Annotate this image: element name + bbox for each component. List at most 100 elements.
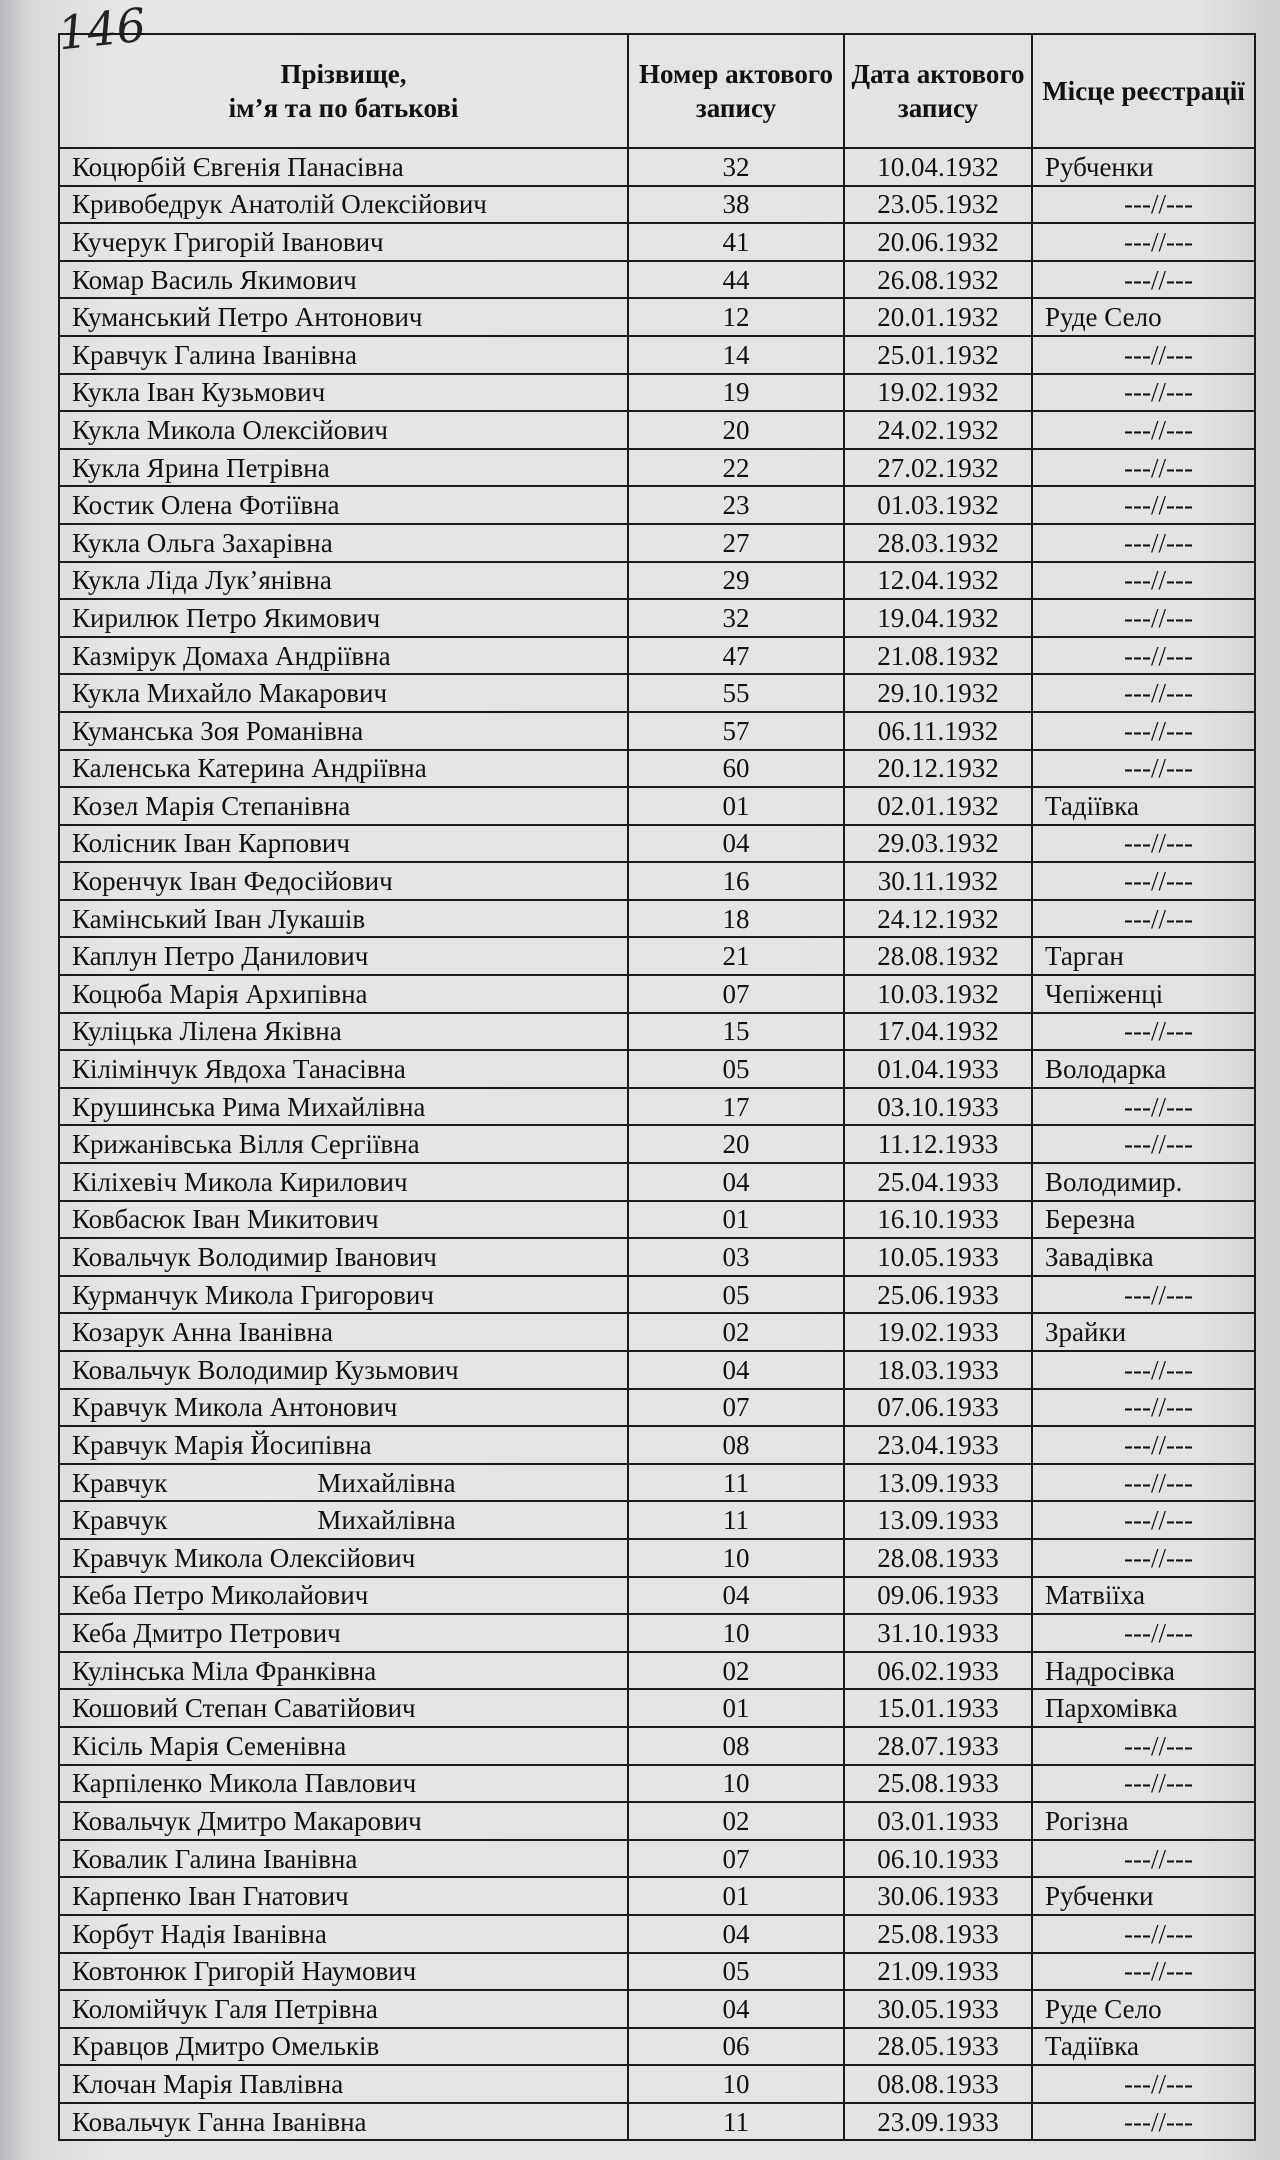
cell-record-date: 11.12.1933 [843, 1124, 1033, 1165]
table-row: Ковальчук Володимир Іванович 03 10.05.1933… [58, 1237, 1256, 1277]
cell-registration-place: ---//--- [1031, 2064, 1256, 2104]
cell-record-number: 10 [627, 1613, 845, 1653]
cell-registration-place: Березна [1031, 1199, 1256, 1240]
cell-record-number: 10 [627, 1537, 845, 1578]
cell-name: Ковтонюк Григорій Наумович [58, 1951, 629, 1992]
cell-registration-place: ---//--- [1031, 1913, 1256, 1954]
cell-registration-place: Пархомівка [1031, 1688, 1256, 1728]
table-row: Ковальчук Дмитро Макарович 02 03.01.1933 Ро… [58, 1801, 1256, 1841]
cell-record-date: 28.08.1932 [843, 936, 1033, 977]
cell-record-date: 21.08.1932 [843, 635, 1033, 676]
cell-record-date: 12.04.1932 [843, 560, 1033, 601]
cell-record-number: 07 [627, 1387, 845, 1428]
cell-name: Кукла Ольга Захарівна [58, 522, 629, 563]
cell-record-date: 18.03.1933 [843, 1350, 1033, 1390]
cell-record-date: 30.11.1932 [843, 861, 1033, 901]
table-header-row: Прізвище, ім’я та по батькові Номер акто… [58, 33, 1256, 149]
cell-record-date: 28.07.1933 [843, 1725, 1033, 1766]
cell-name: Кравчук Михайлівна [58, 1500, 629, 1540]
cell-record-date: 01.04.1933 [843, 1049, 1033, 1089]
cell-name: Куманська Зоя Романівна [58, 710, 629, 751]
cell-record-date: 10.03.1932 [843, 974, 1033, 1014]
cell-record-date: 23.04.1933 [843, 1425, 1033, 1465]
table-row: Коломійчук Галя Петрівна 04 30.05.1933 Руде… [58, 1989, 1256, 2029]
cell-registration-place: Руде Село [1031, 297, 1256, 337]
table-row: Каленська Катерина Андріївна 60 20.12.1932… [58, 748, 1256, 789]
cell-registration-place: ---//--- [1031, 1086, 1256, 1127]
cell-name: Кучерук Григорій Іванович [58, 222, 629, 262]
cell-record-number: 04 [627, 823, 845, 864]
cell-registration-place: Володимир. [1031, 1162, 1256, 1202]
cell-record-date: 19.04.1932 [843, 598, 1033, 638]
table-row: Кирилюк Петро Якимович 32 19.04.1932 ---//-… [58, 598, 1256, 638]
cell-record-number: 41 [627, 222, 845, 262]
cell-registration-place: Рубченки [1031, 1876, 1256, 1916]
cell-name: Ковальчук Володимир Іванович [58, 1237, 629, 1277]
cell-registration-place: ---//--- [1031, 1838, 1256, 1879]
table-row: Кравчук Микола Олексійович 10 28.08.1933 --… [58, 1537, 1256, 1578]
cell-record-number: 02 [627, 1312, 845, 1352]
cell-record-date: 25.08.1933 [843, 1913, 1033, 1954]
cell-record-date: 16.10.1933 [843, 1199, 1033, 1240]
cell-record-date: 19.02.1933 [843, 1312, 1033, 1352]
cell-registration-place: ---//--- [1031, 2101, 1256, 2142]
cell-registration-place: ---//--- [1031, 372, 1256, 413]
table-row: Корбут Надія Іванівна 04 25.08.1933 ---//--… [58, 1913, 1256, 1954]
table-row: Кривобедрук Анатолій Олексійович 38 23.05.… [58, 184, 1256, 225]
cell-name: Кіліхевіч Микола Кирилович [58, 1162, 629, 1202]
cell-record-number: 05 [627, 1274, 845, 1315]
table-row: Коренчук Іван Федосійович 16 30.11.1932 ---… [58, 861, 1256, 901]
table-row: Козел Марія Степанівна 01 02.01.1932 Тадіїв… [58, 786, 1256, 826]
cell-registration-place: Рубченки [1031, 147, 1256, 187]
cell-registration-place: ---//--- [1031, 748, 1256, 789]
cell-name: Кеба Петро Миколайович [58, 1575, 629, 1616]
cell-record-date: 13.09.1933 [843, 1500, 1033, 1540]
cell-registration-place: ---//--- [1031, 635, 1256, 676]
cell-record-date: 25.08.1933 [843, 1763, 1033, 1804]
cell-record-date: 20.01.1932 [843, 297, 1033, 337]
cell-registration-place: Тарган [1031, 936, 1256, 977]
cell-name: Кісіль Марія Семенівна [58, 1725, 629, 1766]
cell-name: Козарук Анна Іванівна [58, 1312, 629, 1352]
table-row: Кравцов Дмитро Омельків 06 28.05.1933 Тадії… [58, 2026, 1256, 2067]
cell-record-number: 16 [627, 861, 845, 901]
cell-name: Кукла Михайло Макарович [58, 673, 629, 713]
cell-record-date: 03.10.1933 [843, 1086, 1033, 1127]
cell-registration-place: Володарка [1031, 1049, 1256, 1089]
cell-record-date: 08.08.1933 [843, 2064, 1033, 2104]
header-registration-place: Місце реєстрації [1031, 33, 1256, 149]
table-row: Ковальчук Ганна Іванівна 11 23.09.1933 ---/… [58, 2101, 1256, 2142]
cell-record-number: 23 [627, 485, 845, 525]
table-row: Колісник Іван Карпович 04 29.03.1932 ---//-… [58, 823, 1256, 864]
cell-record-date: 24.02.1932 [843, 410, 1033, 450]
cell-record-date: 29.10.1932 [843, 673, 1033, 713]
cell-record-number: 17 [627, 1086, 845, 1127]
table-row: Карпенко Іван Гнатович 01 30.06.1933 Рубчен… [58, 1876, 1256, 1916]
cell-registration-place: ---//--- [1031, 710, 1256, 751]
cell-record-date: 10.04.1932 [843, 147, 1033, 187]
cell-registration-place: ---//--- [1031, 673, 1256, 713]
cell-record-number: 01 [627, 1199, 845, 1240]
cell-registration-place: ---//--- [1031, 861, 1256, 901]
cell-name: Кукла Микола Олексійович [58, 410, 629, 450]
cell-registration-place: Завадівка [1031, 1237, 1256, 1277]
cell-name: Комар Василь Якимович [58, 259, 629, 300]
cell-record-date: 25.06.1933 [843, 1274, 1033, 1315]
cell-name: Коцюрбій Євгенія Панасівна [58, 147, 629, 187]
cell-registration-place: ---//--- [1031, 1613, 1256, 1653]
cell-record-number: 10 [627, 2064, 845, 2104]
cell-name: Ковбасюк Іван Микитович [58, 1199, 629, 1240]
cell-name: Коломійчук Галя Петрівна [58, 1989, 629, 2029]
header-record-number: Номер актового запису [627, 33, 845, 149]
table-row: Ковальчук Володимир Кузьмович 04 18.03.193… [58, 1350, 1256, 1390]
cell-registration-place: ---//--- [1031, 485, 1256, 525]
cell-record-number: 02 [627, 1801, 845, 1841]
cell-name: Кравчук Галина Іванівна [58, 334, 629, 375]
cell-name: Коцюба Марія Архипівна [58, 974, 629, 1014]
cell-record-date: 10.05.1933 [843, 1237, 1033, 1277]
cell-record-date: 28.08.1933 [843, 1537, 1033, 1578]
cell-record-number: 27 [627, 522, 845, 563]
cell-record-number: 01 [627, 1876, 845, 1916]
cell-record-number: 60 [627, 748, 845, 789]
cell-registration-place: ---//--- [1031, 1725, 1256, 1766]
